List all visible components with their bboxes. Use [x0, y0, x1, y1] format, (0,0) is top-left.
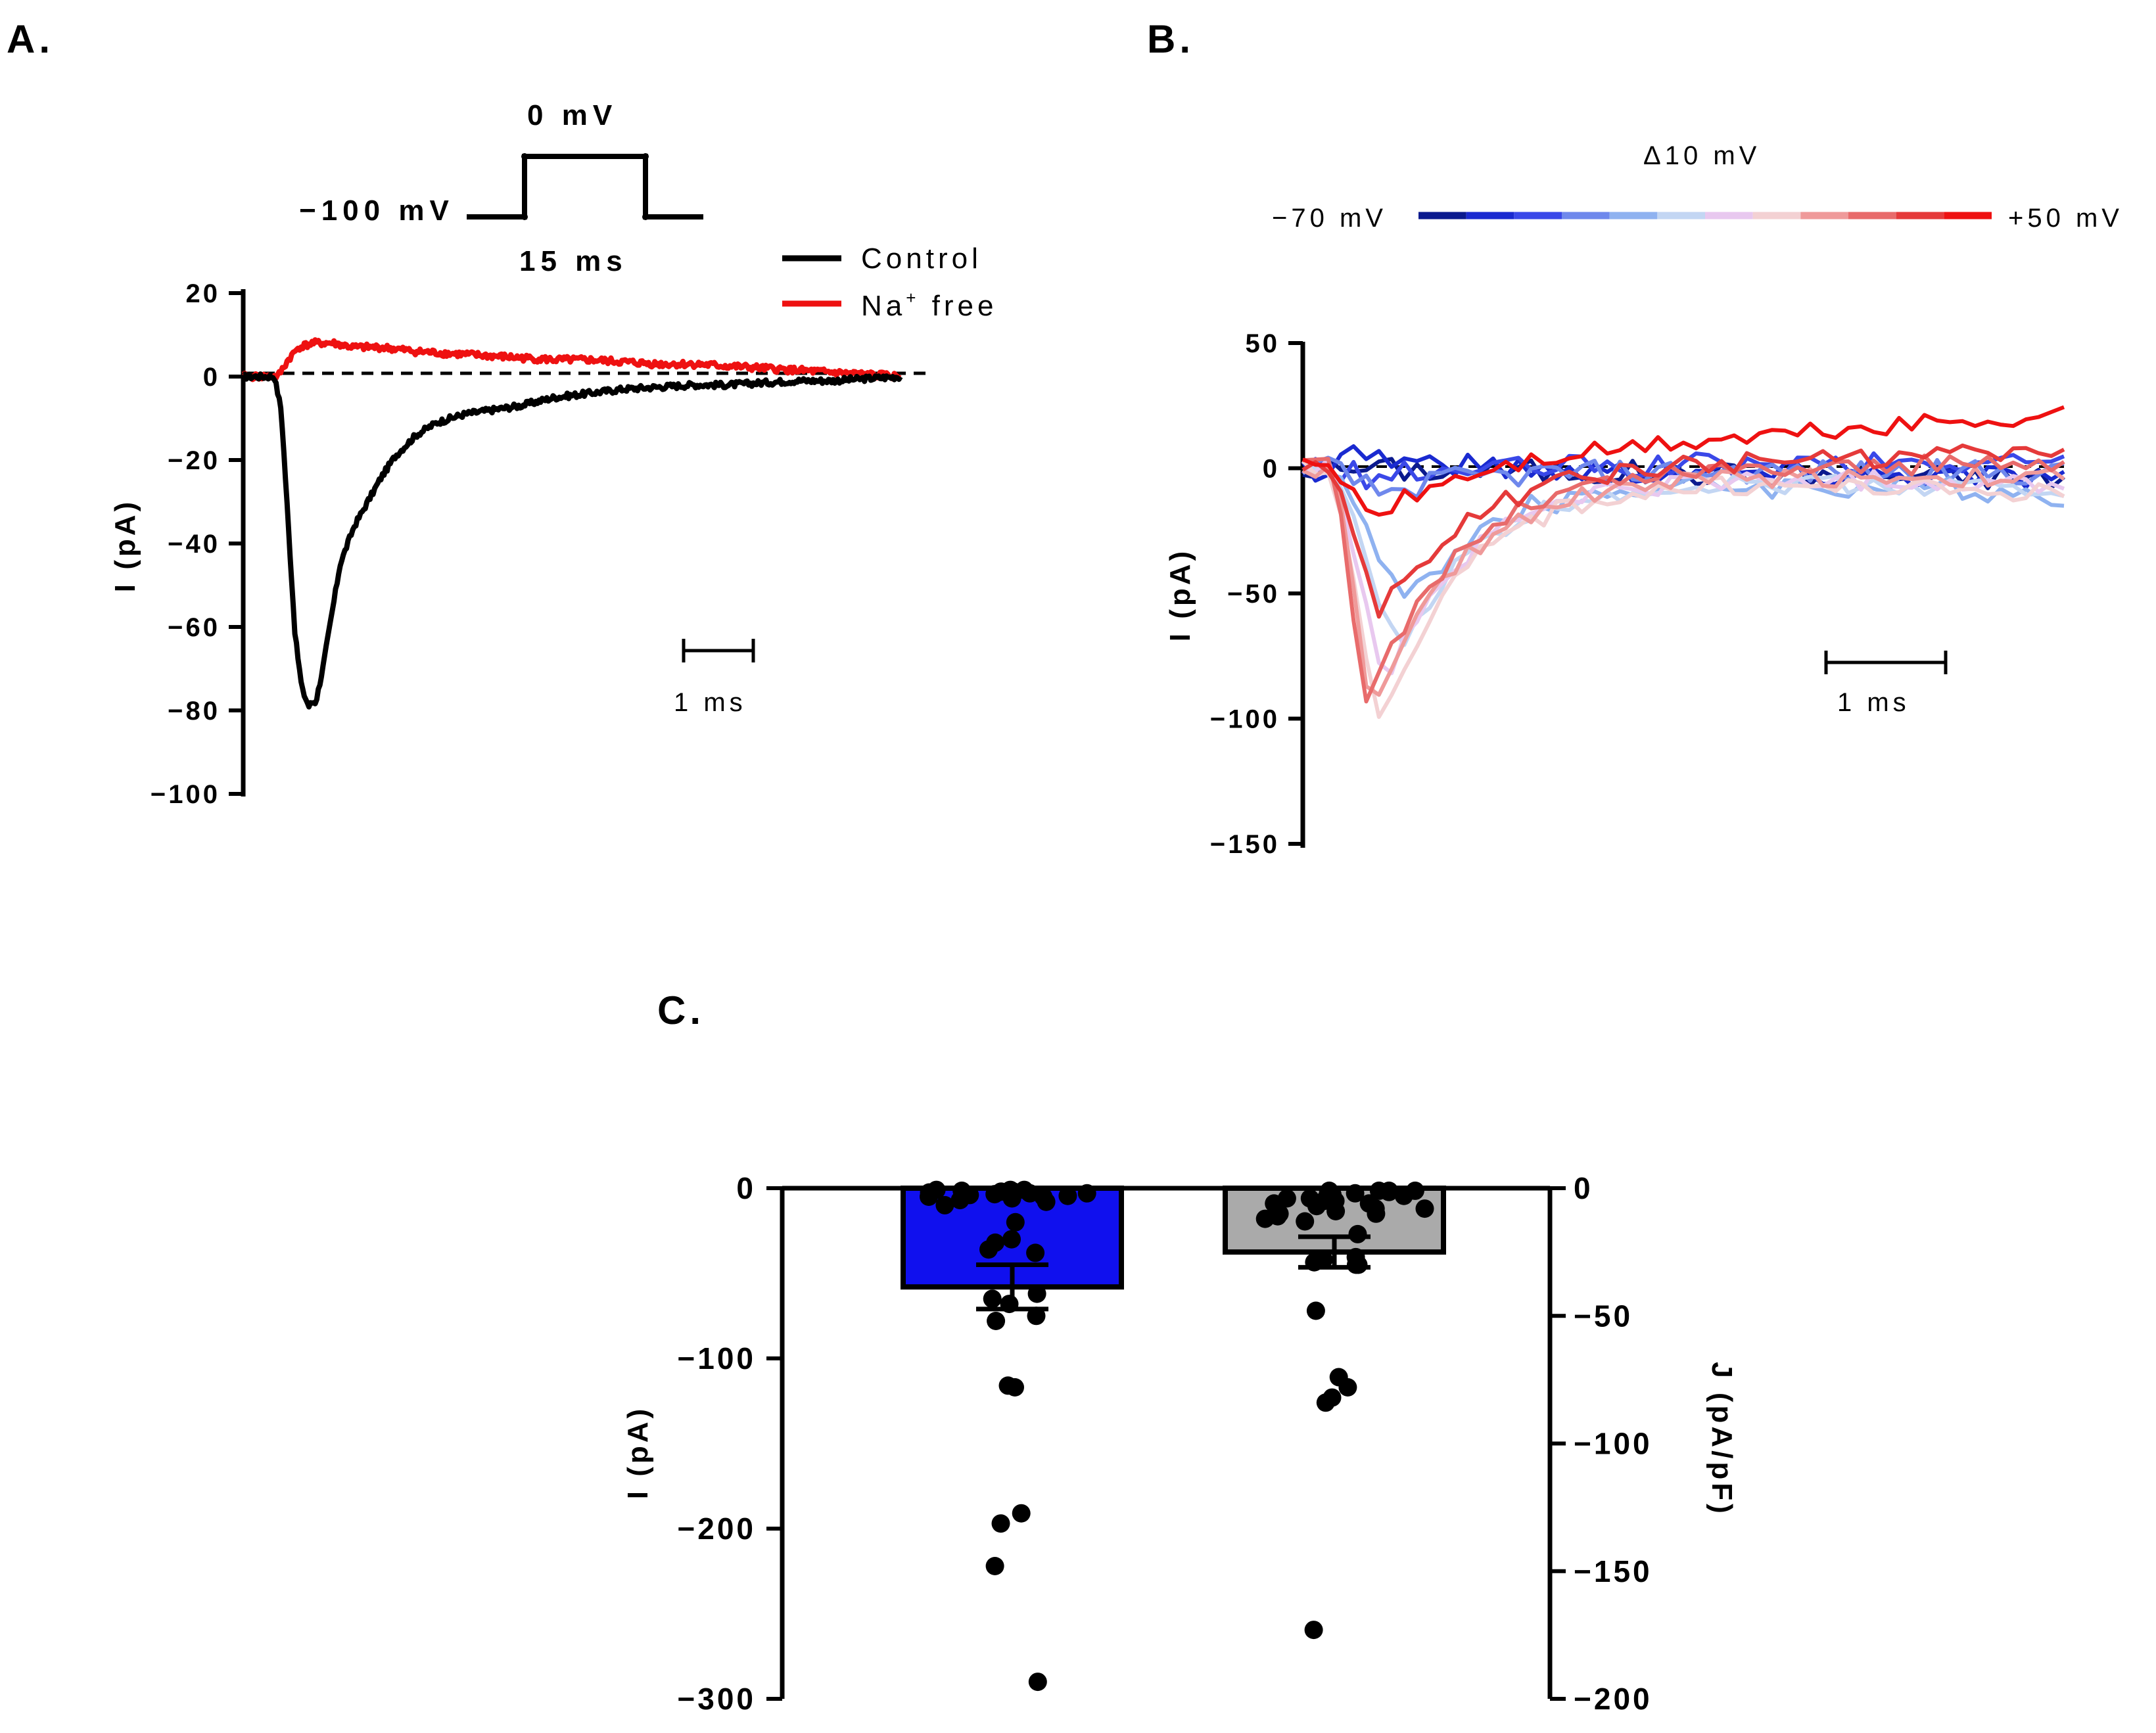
- data-point: [983, 1289, 1002, 1308]
- trace-na-free: [241, 337, 902, 382]
- y-tick-label: −150: [1210, 830, 1280, 859]
- protocol-holding-label: −100 mV: [299, 195, 454, 227]
- y-tick-label: −300: [677, 1682, 756, 1716]
- y-tick-label: 0: [736, 1171, 756, 1205]
- data-point: [950, 1191, 970, 1210]
- data-point: [1306, 1301, 1325, 1320]
- traces-b: [1301, 405, 2065, 719]
- y-tick-label: 0: [1574, 1171, 1593, 1205]
- scale-bar-label-a: 1 ms: [674, 688, 747, 717]
- data-point: [1255, 1209, 1275, 1228]
- y-axis-label-a: I (pA): [109, 499, 141, 592]
- legend-a: Control Na+ free: [782, 243, 997, 322]
- y-tick-label: −100: [677, 1341, 756, 1375]
- y-tick-label: −20: [168, 446, 220, 475]
- scale-bar-label-b: 1 ms: [1837, 688, 1910, 717]
- y-axis-label-right-c: J (pA/pF): [1706, 1362, 1738, 1517]
- data-point: [985, 1185, 1004, 1204]
- y-tick-label: 50: [1246, 329, 1280, 358]
- data-point: [1349, 1255, 1368, 1274]
- y-tick-label: 20: [186, 279, 221, 308]
- legend-label-na-free: Na+ free: [861, 288, 997, 322]
- data-point: [1077, 1184, 1096, 1203]
- voltage-step-label: Δ10 mV: [1643, 141, 1760, 170]
- data-point: [1006, 1213, 1025, 1232]
- panel-b-chart: Δ10 mV −70 mV +50 mV 50 0 −50 −100 −150 I (p…: [1164, 141, 2123, 859]
- y-axis-label-b: I (pA): [1164, 548, 1196, 641]
- panel-c-chart: 0 −100 −200 −300 0 −50 −100 −150 −200 I (pA) J …: [622, 1171, 1738, 1716]
- data-point: [1367, 1204, 1386, 1223]
- protocol-trace: [467, 154, 703, 220]
- data-point: [991, 1514, 1010, 1533]
- y-tick-label: −100: [1574, 1427, 1652, 1461]
- data-point: [1026, 1243, 1045, 1262]
- voltage-range-start: −70 mV: [1272, 204, 1387, 233]
- data-point: [987, 1312, 1006, 1330]
- y-tick-label: −100: [151, 780, 220, 809]
- data-point: [1346, 1184, 1365, 1203]
- y-tick-label: 0: [203, 363, 220, 392]
- voltage-protocol: 0 mV −100 mV 15 ms: [299, 99, 703, 277]
- y-tick-label: −60: [168, 613, 220, 642]
- protocol-duration-label: 15 ms: [519, 245, 628, 277]
- y-axis-label-left-c: I (pA): [622, 1406, 654, 1499]
- y-tick-label: −50: [1227, 580, 1280, 609]
- trace-control: [242, 371, 903, 710]
- scale-bar-a: 1 ms: [674, 639, 755, 717]
- data-point: [1002, 1189, 1021, 1208]
- data-point: [1415, 1199, 1434, 1218]
- y-tick-label: −50: [1574, 1299, 1633, 1333]
- panel-c-label: C.: [657, 988, 705, 1032]
- y-tick-label: −200: [677, 1512, 756, 1546]
- data-point: [1028, 1673, 1047, 1692]
- trace-+50mV-mv: [1301, 405, 2065, 517]
- data-point: [1058, 1186, 1077, 1205]
- protocol-vertex: [642, 153, 649, 160]
- trace-0mV-mv: [1301, 459, 2065, 719]
- data-point: [1326, 1202, 1346, 1220]
- data-point: [935, 1195, 954, 1214]
- data-point: [1037, 1192, 1056, 1211]
- voltage-range-end: +50 mV: [2008, 204, 2123, 233]
- y-ticks-left-c: 0 −100 −200 −300: [677, 1171, 782, 1716]
- data-point: [920, 1188, 938, 1206]
- panel-a-label: A.: [7, 17, 54, 61]
- panel-b-label: B.: [1147, 17, 1194, 61]
- trace-+30mV-mv: [1301, 443, 2065, 619]
- y-tick-label: −200: [1574, 1682, 1652, 1716]
- protocol-vertex: [642, 214, 649, 220]
- protocol-step-label: 0 mV: [527, 99, 617, 131]
- protocol-vertex: [521, 153, 528, 160]
- data-point: [985, 1557, 1004, 1575]
- data-point: [1002, 1230, 1021, 1249]
- data-point: [1394, 1186, 1413, 1205]
- data-point: [1316, 1393, 1335, 1412]
- data-point: [1012, 1504, 1031, 1523]
- y-ticks-b: 50 0 −50 −100 −150: [1210, 329, 1303, 859]
- data-point: [979, 1240, 998, 1259]
- y-tick-label: −40: [168, 530, 220, 559]
- data-point: [1338, 1378, 1357, 1397]
- y-ticks-right-c: 0 −50 −100 −150 −200: [1550, 1171, 1652, 1716]
- y-tick-label: 0: [1263, 455, 1280, 484]
- data-point: [1380, 1182, 1399, 1201]
- data-point: [1027, 1284, 1046, 1303]
- data-point: [1296, 1212, 1315, 1231]
- scale-bar-b: 1 ms: [1824, 651, 1948, 717]
- bars-c: [901, 1180, 1446, 1692]
- panel-a-chart: 0 mV −100 mV 15 ms Control Na+ free 20 0 −…: [109, 99, 997, 809]
- trace-+20mV-mv: [1302, 453, 2065, 704]
- y-ticks-a: 20 0 −20 −40 −60 −80 −100: [151, 279, 243, 809]
- data-point: [1348, 1224, 1367, 1243]
- data-point: [1006, 1378, 1024, 1397]
- protocol-vertex: [521, 214, 528, 220]
- y-tick-label: −80: [168, 697, 220, 726]
- data-point: [1304, 1621, 1323, 1640]
- legend-label-control: Control: [861, 243, 982, 275]
- data-point: [1307, 1197, 1326, 1216]
- y-tick-label: −150: [1574, 1554, 1652, 1588]
- y-tick-label: −100: [1210, 705, 1280, 734]
